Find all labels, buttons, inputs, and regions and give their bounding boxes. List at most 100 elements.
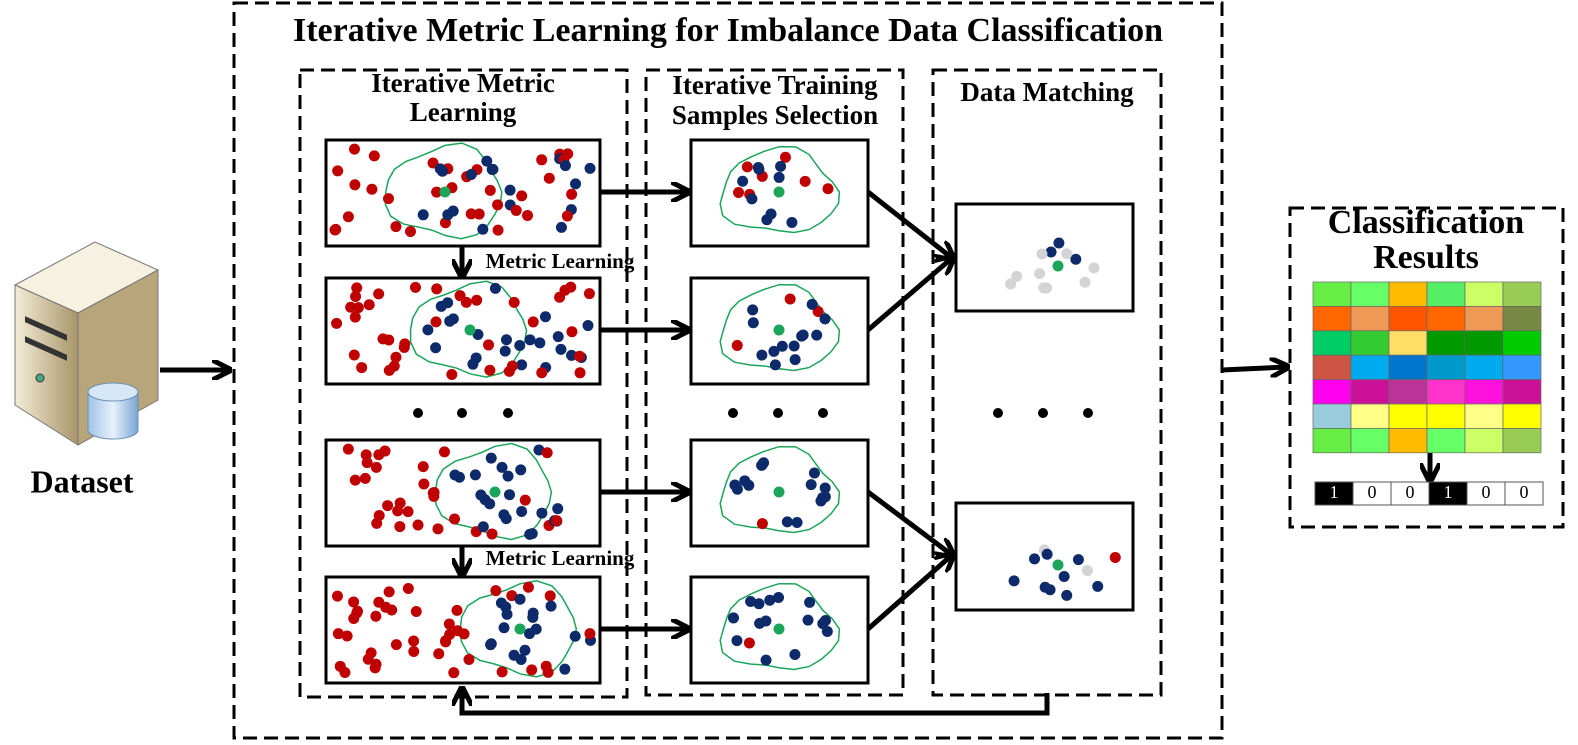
dataset-label: Dataset — [30, 463, 133, 499]
sample — [463, 654, 475, 666]
sample — [541, 447, 553, 459]
sample — [516, 359, 528, 371]
grid-cell — [1312, 306, 1352, 332]
sample — [773, 171, 785, 183]
sample — [402, 582, 414, 594]
grid-cell — [1388, 428, 1428, 454]
sample — [345, 301, 357, 313]
sample — [348, 596, 360, 608]
binary-value: 1 — [1330, 482, 1339, 502]
sample — [467, 358, 479, 370]
grid-cell — [1350, 330, 1390, 356]
sample — [499, 345, 511, 357]
sample — [811, 329, 823, 341]
sample — [776, 340, 788, 352]
sample — [430, 316, 442, 328]
sample — [390, 639, 402, 651]
arrow — [866, 190, 952, 258]
sample — [784, 293, 796, 305]
sample — [1011, 270, 1023, 282]
sample — [565, 281, 577, 293]
sample — [552, 503, 564, 515]
sample — [1039, 581, 1051, 593]
sample — [332, 165, 344, 177]
arrow — [1221, 367, 1286, 370]
grid-cell — [1350, 306, 1390, 332]
sample — [452, 625, 464, 637]
sample — [500, 334, 512, 346]
grid-cell — [1388, 403, 1428, 429]
sample — [544, 590, 556, 602]
ellipsis-dot — [728, 408, 738, 418]
sample — [489, 486, 501, 498]
sample — [334, 660, 346, 672]
sample — [408, 646, 420, 658]
sample — [806, 298, 818, 310]
grid-cell — [1464, 281, 1504, 307]
sample — [386, 604, 398, 616]
sample — [508, 649, 520, 661]
grid-cell — [1312, 354, 1352, 380]
sample — [799, 175, 811, 187]
ellipsis-dot — [503, 408, 513, 418]
sample — [412, 519, 424, 531]
sample — [788, 340, 800, 352]
grid-cell — [1502, 354, 1542, 380]
sample — [349, 474, 361, 486]
sample — [574, 367, 586, 379]
sample — [342, 211, 354, 223]
grid-cell — [1464, 354, 1504, 380]
sample — [536, 507, 548, 519]
sample — [753, 598, 765, 610]
sample — [756, 349, 768, 361]
sample — [543, 172, 555, 184]
sample — [773, 186, 785, 198]
sample — [341, 630, 353, 642]
sample — [417, 209, 429, 221]
binary-value: 0 — [1520, 482, 1529, 502]
sample — [1088, 262, 1100, 274]
sample — [362, 653, 374, 665]
sample — [352, 605, 364, 617]
results-title: Classification — [1328, 204, 1525, 241]
sample — [481, 155, 493, 167]
sample — [332, 628, 344, 640]
sample — [477, 521, 489, 533]
sample — [451, 604, 463, 616]
sample — [489, 282, 501, 294]
sample — [741, 161, 753, 173]
grid-cell — [1426, 428, 1466, 454]
sample — [410, 606, 422, 618]
ellipsis-dot — [1038, 408, 1048, 418]
sample — [460, 296, 472, 308]
sample — [524, 334, 536, 346]
sample — [514, 340, 526, 352]
sample — [449, 513, 461, 525]
sample — [747, 317, 759, 329]
grid-cell — [1464, 403, 1504, 429]
sample — [583, 288, 595, 300]
binary-cell — [1504, 481, 1544, 506]
grid-cell — [1312, 403, 1352, 429]
sample — [373, 596, 385, 608]
sample — [409, 281, 421, 293]
sample — [527, 316, 539, 328]
sample — [1109, 551, 1121, 563]
sample — [804, 596, 816, 608]
grid-cell — [1502, 330, 1542, 356]
grid-cell — [1502, 306, 1542, 332]
sample — [739, 475, 751, 487]
sample — [377, 333, 389, 345]
sample — [472, 329, 484, 341]
ellipsis-dot — [1083, 408, 1093, 418]
outer-frame — [232, 1, 1224, 740]
sample — [819, 615, 831, 627]
sample — [519, 644, 531, 656]
binary-value: 0 — [1368, 482, 1377, 502]
binary-value: 1 — [1444, 482, 1453, 502]
grid-cell — [1464, 379, 1504, 405]
sample — [566, 349, 578, 361]
grid-cell — [1388, 306, 1428, 332]
sample — [727, 612, 739, 624]
sample — [819, 482, 831, 494]
